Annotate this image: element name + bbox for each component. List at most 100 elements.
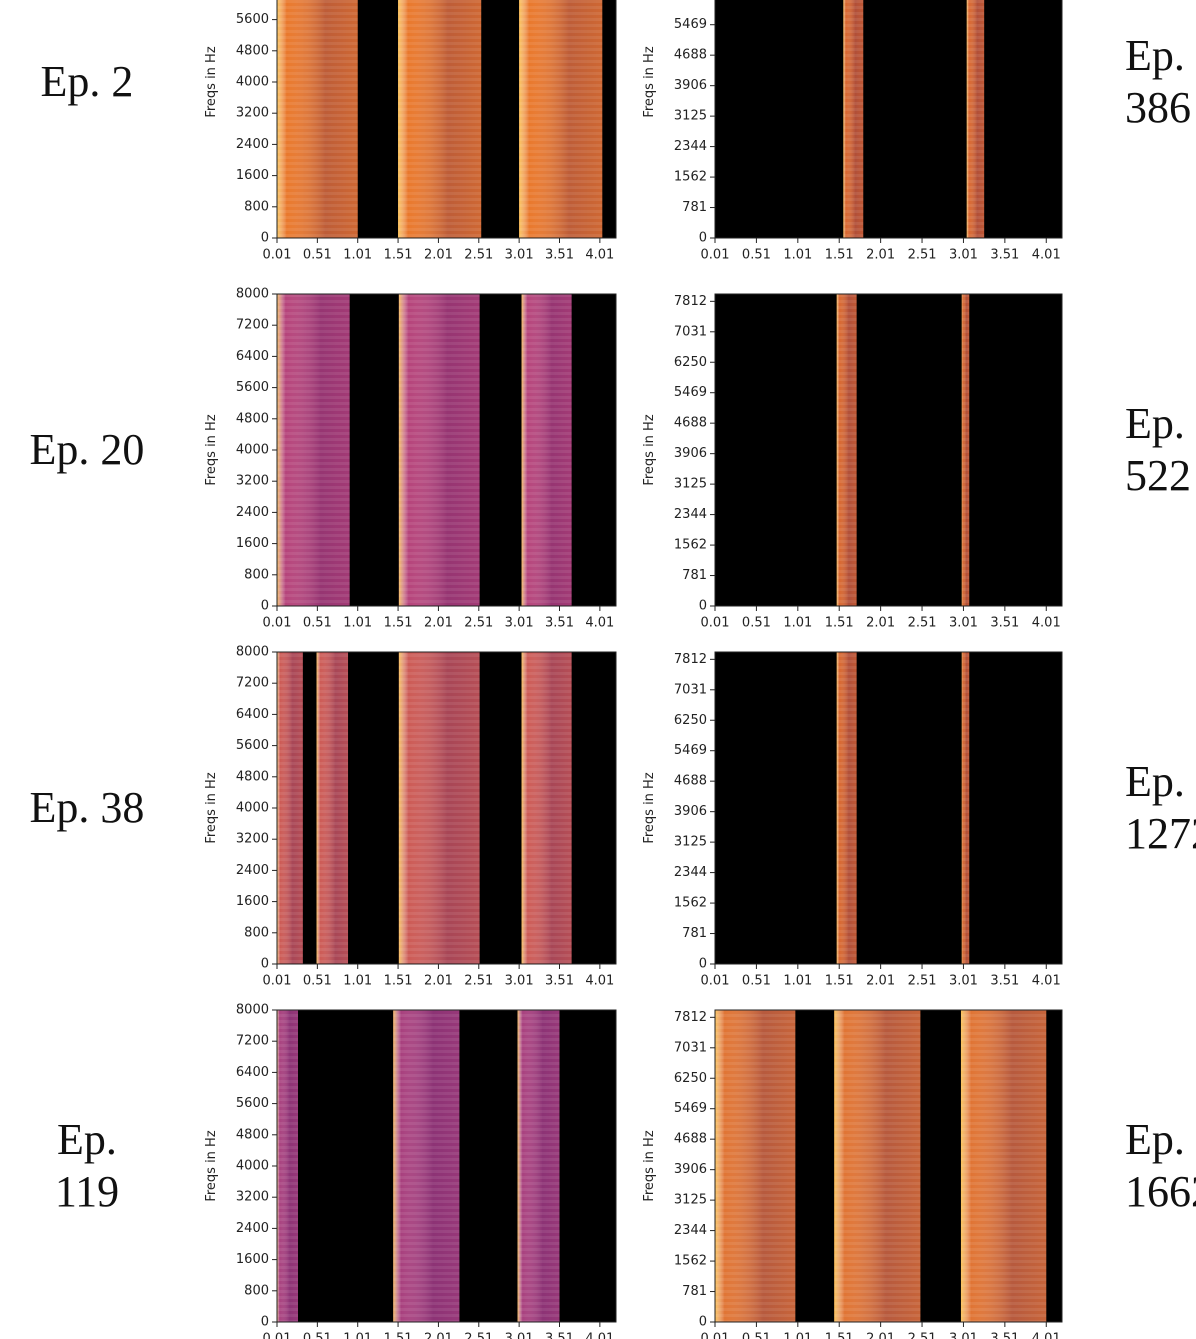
x-tick-label: 0.01 [263,248,292,263]
y-tick-label: 5600 [236,1096,269,1111]
y-tick-label: 7812 [674,294,707,309]
panel: 0 800 1600 2400 3200 4000 4800 5600 6400 7200 8000… [30,287,617,631]
y-tick-label: 4688 [674,48,707,63]
burst-texture [836,652,857,964]
burst-texture [966,0,985,238]
episode-label: Ep. 2 [41,57,134,106]
burst-texture [836,294,857,606]
y-tick-label: 5469 [674,385,707,400]
y-axis-label: Freqs in Hz [642,1130,657,1202]
x-tick-label: 1.51 [384,1332,413,1339]
x-tick-label: 3.51 [990,248,1019,263]
x-tick-label: 1.01 [343,974,372,989]
burst-texture [715,1010,796,1322]
episode-label: 1662 [1125,1167,1196,1216]
y-tick-label: 1562 [674,1254,707,1269]
episode-label: Ep. [1125,1115,1185,1164]
x-tick-label: 1.51 [825,974,854,989]
y-tick-label: 5600 [236,380,269,395]
y-tick-label: 8000 [236,645,269,660]
x-tick-label: 4.01 [1032,248,1061,263]
x-tick-label: 1.51 [384,616,413,631]
y-tick-label: 2400 [236,505,269,520]
burst-texture [521,294,572,606]
x-tick-label: 3.01 [505,616,534,631]
y-tick-label: 4800 [236,1127,269,1142]
y-tick-label: 800 [244,567,269,582]
y-tick-label: 3200 [236,474,269,489]
x-tick-label: 3.01 [949,248,978,263]
y-tick-label: 6250 [674,713,707,728]
x-tick-label: 3.01 [949,974,978,989]
y-tick-label: 0 [699,599,707,614]
y-tick-label: 3906 [674,804,707,819]
x-tick-label: 0.01 [263,616,292,631]
episode-label: 119 [55,1167,119,1216]
x-tick-label: 3.01 [949,616,978,631]
x-tick-label: 3.51 [990,1332,1019,1339]
y-tick-label: 7031 [674,324,707,339]
x-tick-label: 3.01 [505,974,534,989]
x-tick-label: 0.51 [303,616,332,631]
x-tick-label: 0.01 [701,616,730,631]
episode-label: Ep. [1125,31,1185,80]
x-tick-label: 1.01 [783,248,812,263]
episode-label: 522 [1125,451,1191,500]
y-tick-label: 6400 [236,349,269,364]
x-tick-label: 2.51 [464,1332,493,1339]
x-tick-label: 2.01 [866,974,895,989]
y-tick-label: 7031 [674,682,707,697]
y-tick-label: 4688 [674,1132,707,1147]
burst-texture [393,1010,460,1322]
y-tick-label: 2344 [674,139,707,154]
panel: 0 781 1562 2344 3125 3906 4688 5469 6250 7031 7812… [642,293,1191,631]
y-tick-label: 800 [244,1283,269,1298]
x-tick-label: 2.01 [424,616,453,631]
x-tick-label: 0.51 [742,616,771,631]
x-tick-label: 2.51 [464,974,493,989]
x-tick-label: 1.01 [343,616,372,631]
y-tick-label: 2344 [674,865,707,880]
y-tick-label: 7200 [236,318,269,333]
x-tick-label: 0.51 [742,248,771,263]
y-tick-label: 5469 [674,743,707,758]
x-tick-label: 3.51 [545,616,574,631]
y-tick-label: 4688 [674,416,707,431]
y-tick-label: 3125 [674,109,707,124]
burst-texture [398,0,482,238]
y-tick-label: 4000 [236,801,269,816]
panel: 0 800 1600 2400 3200 4000 4800 5600 6400 7200 8000… [55,1003,617,1339]
panel: 0 781 1562 2344 3125 3906 4688 5469 6250 7031 7812… [642,651,1196,989]
plot-frame [714,651,1063,965]
x-tick-label: 3.51 [545,248,574,263]
plot-frame [714,0,1063,239]
y-tick-label: 4688 [674,774,707,789]
x-tick-label: 4.01 [585,248,614,263]
y-tick-label: 781 [682,1284,707,1299]
x-tick-label: 0.51 [742,1332,771,1339]
y-tick-label: 1562 [674,170,707,185]
y-tick-label: 3125 [674,1193,707,1208]
y-tick-label: 4800 [236,769,269,784]
x-tick-label: 1.01 [783,1332,812,1339]
y-tick-label: 800 [244,925,269,940]
y-tick-label: 4800 [236,43,269,58]
x-tick-label: 2.51 [908,248,937,263]
y-tick-label: 3125 [674,835,707,850]
plot-background [715,652,1062,964]
y-tick-label: 3125 [674,477,707,492]
x-tick-label: 1.51 [384,974,413,989]
episode-label: Ep. [1125,757,1185,806]
y-tick-label: 5600 [236,738,269,753]
burst-texture [961,294,970,606]
y-tick-label: 7031 [674,1040,707,1055]
plot-background [715,294,1062,606]
x-tick-label: 4.01 [1032,1332,1061,1339]
x-tick-label: 2.01 [866,248,895,263]
x-tick-label: 2.51 [464,616,493,631]
episode-label: Ep. 20 [30,425,145,474]
y-axis-label: Freqs in Hz [204,772,219,844]
burst-texture [277,1010,298,1322]
y-tick-label: 3906 [674,1162,707,1177]
